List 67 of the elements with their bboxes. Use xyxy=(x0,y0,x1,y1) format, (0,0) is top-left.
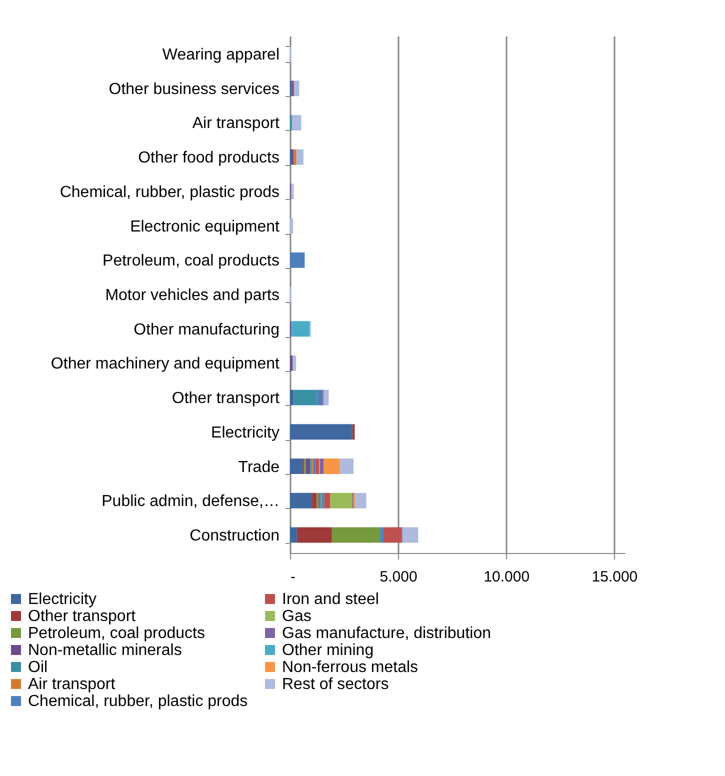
y-tick-label: Other food products xyxy=(138,150,280,167)
bar xyxy=(292,115,302,130)
legend-label: Other mining xyxy=(282,642,374,659)
bar xyxy=(290,424,352,440)
bar xyxy=(290,184,294,200)
bar xyxy=(290,321,310,337)
bar xyxy=(324,492,330,508)
bar xyxy=(312,492,317,508)
legend-label: Petroleum, coal products xyxy=(28,625,205,642)
bar xyxy=(354,492,366,508)
legend-label: Electricity xyxy=(28,591,96,608)
bar xyxy=(402,527,418,543)
y-tick-label: Electricity xyxy=(211,424,280,442)
legend-label: Rest of sectors xyxy=(282,676,389,693)
bar xyxy=(294,80,300,96)
y-tick-label: Air transport xyxy=(192,115,280,132)
bar xyxy=(296,149,304,165)
bar xyxy=(324,458,340,474)
bar xyxy=(290,355,293,371)
legend-label: Air transport xyxy=(28,676,116,693)
bar xyxy=(290,390,294,406)
bar xyxy=(324,390,329,406)
bar xyxy=(380,527,384,543)
x-tick-label: 5.000 xyxy=(380,568,418,586)
bar xyxy=(290,492,312,508)
y-tick-label: Wearing apparel xyxy=(162,46,280,64)
legend-label: Oil xyxy=(28,659,48,676)
bar xyxy=(332,527,380,543)
y-tick-label: Chemical, rubber, plastic prods xyxy=(60,184,280,201)
y-tick-label: Electronic equipment xyxy=(130,218,280,236)
x-tick-label: - xyxy=(290,568,296,586)
legend-label: Chemical, rubber, plastic prods xyxy=(28,693,248,710)
bar xyxy=(290,252,305,268)
bar xyxy=(294,149,296,165)
y-tick-label: Public admin, defense,… xyxy=(102,493,280,510)
y-tick-label: Other transport xyxy=(172,390,280,408)
bar xyxy=(306,458,310,474)
bar xyxy=(294,390,317,406)
bar xyxy=(340,458,354,474)
x-tick-label: 15.000 xyxy=(592,568,638,586)
bar xyxy=(322,492,324,508)
legend-label: Non-ferrous metals xyxy=(282,659,418,676)
y-tick-label: Other business services xyxy=(108,80,280,98)
y-tick-label: Petroleum, coal products xyxy=(102,252,280,270)
bar xyxy=(316,390,323,406)
legend-label: Gas xyxy=(282,608,312,625)
y-tick-label: Other machinery and equipment xyxy=(50,356,280,373)
legend-label: Gas manufacture, distribution xyxy=(282,625,491,642)
bar xyxy=(290,458,303,474)
bar xyxy=(290,527,297,543)
bar xyxy=(313,458,316,474)
bar xyxy=(290,218,294,234)
bar xyxy=(320,458,324,474)
legend-label: Other transport xyxy=(28,608,136,625)
bar xyxy=(292,355,296,371)
legend-label: Iron and steel xyxy=(282,591,379,608)
y-tick-label: Trade xyxy=(238,458,280,476)
bar xyxy=(316,458,320,474)
x-tick-label: 10.000 xyxy=(484,568,530,586)
bar xyxy=(384,527,402,543)
y-tick-label: Motor vehicles and parts xyxy=(105,287,280,304)
y-tick-label: Other manufacturing xyxy=(134,321,280,338)
y-tick-label: Construction xyxy=(190,527,280,544)
bar xyxy=(330,492,352,508)
bar xyxy=(296,527,332,543)
bar xyxy=(290,149,294,165)
legend-label: Non-metallic minerals xyxy=(28,642,182,659)
